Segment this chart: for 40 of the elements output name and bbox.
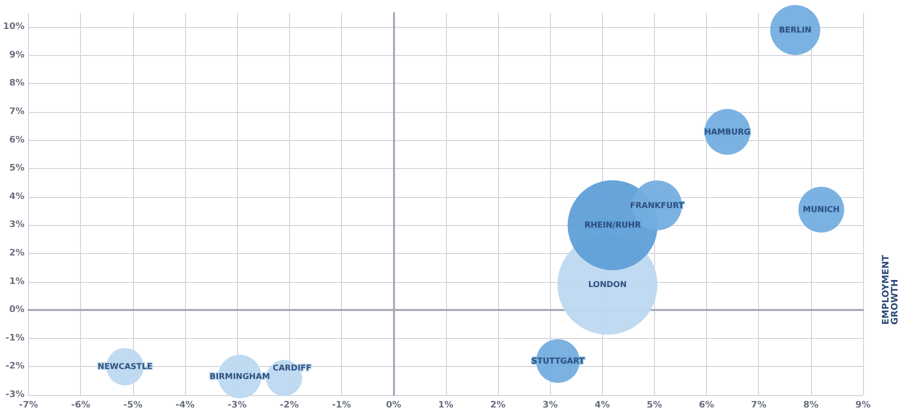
y-axis-title: EMPLOYMENT GROWTH [882,254,900,325]
x-tick-label: 4% [594,400,610,410]
y-tick-label: 6% [9,135,25,146]
x-tick-label: 0% [386,400,402,410]
series-label: MUNICH [802,205,840,214]
x-tick-label: 2% [490,400,506,410]
y-tick-label: 2% [9,248,25,259]
x-tick-label: -6% [71,400,90,410]
series-label: NEWCASTLE [98,362,152,372]
x-tick-label: 8% [803,400,818,410]
series-label: CARDIFF [272,364,312,373]
x-tick-label: 9% [855,400,871,410]
y-tick-label: 10% [2,22,25,32]
y-tick-label: -3% [6,390,25,400]
series-label: BERLIN [778,25,812,34]
x-tick-label: -1% [332,400,351,410]
x-tick-label: 5% [646,400,662,410]
x-tick-label: -4% [175,400,195,410]
series-label: LONDON [588,280,627,290]
y-tick-label: 4% [9,192,25,202]
y-tick-label: 8% [9,78,25,89]
y-tick-label: -1% [6,333,25,344]
y-tick-label: 7% [9,107,25,118]
y-tick-label: 5% [9,164,25,174]
y-tick-label: 9% [9,50,25,60]
x-tick-label: 1% [438,400,454,410]
x-tick-label: -7% [19,400,38,410]
x-tick-label: 6% [698,400,714,410]
x-tick-label: -5% [123,400,142,410]
x-tick-label: -2% [280,400,299,410]
y-tick-label: 3% [9,220,25,230]
series-label: HAMBURG [704,127,750,136]
x-tick-label: -3% [228,400,247,410]
series-label: BIRMINGHAM [210,372,270,382]
x-tick-label: 7% [751,400,766,410]
y-tick-label: 0% [9,305,25,316]
y-tick-label: 1% [9,276,25,287]
series-label: RHEIN/RUHR [584,220,641,230]
y-tick-label: -2% [6,362,25,372]
x-tick-label: 3% [542,400,558,410]
